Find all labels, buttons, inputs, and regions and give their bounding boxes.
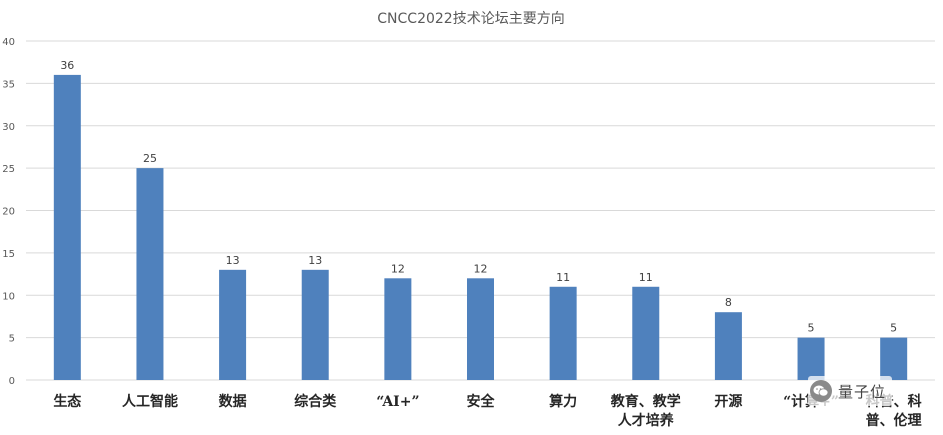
bar — [53, 74, 81, 381]
data-label: 12 — [474, 262, 488, 275]
bar — [219, 269, 247, 380]
watermark-text: 量子位 — [838, 382, 887, 401]
data-label: 13 — [226, 254, 240, 267]
bar — [467, 278, 494, 380]
data-label: 13 — [308, 254, 322, 267]
x-tick-label: “AI+” — [376, 394, 419, 410]
y-tick-label: 0 — [9, 376, 15, 387]
bar — [714, 312, 742, 380]
bar — [880, 337, 908, 380]
x-tick-label: 安全 — [467, 393, 496, 410]
y-tick-label: 30 — [2, 122, 15, 133]
data-label: 5 — [890, 322, 897, 335]
x-tick-label: 开源 — [714, 393, 742, 410]
y-axis-ticks: 0 5 10 15 20 25 30 35 40 — [2, 37, 15, 387]
data-label: 11 — [639, 271, 653, 284]
y-tick-label: 25 — [2, 164, 15, 175]
data-label: 11 — [556, 271, 570, 284]
gridlines — [26, 40, 935, 381]
bar — [384, 278, 412, 380]
x-tick-label: 教育、教学人才培养 — [611, 393, 681, 429]
y-tick-label: 15 — [2, 249, 15, 260]
bar — [136, 168, 164, 380]
data-label: 25 — [143, 152, 157, 165]
y-tick-label: 20 — [2, 207, 15, 218]
x-tick-label: 数据 — [219, 393, 247, 410]
x-axis-ticks: 生态人工智能数据综合类“AI+”安全算力教育、教学人才培养开源“计算+”科普、科… — [53, 393, 921, 429]
y-tick-label: 35 — [2, 79, 15, 90]
chart-title: CNCC2022技术论坛主要方向 — [377, 11, 564, 27]
x-tick-label: 生态 — [53, 393, 81, 410]
bar — [549, 286, 577, 380]
data-labels: 36 25 13 13 12 12 11 11 8 5 5 — [60, 59, 897, 335]
y-tick-label: 40 — [2, 37, 15, 48]
bar — [797, 337, 825, 380]
x-tick-label: 算力 — [549, 393, 577, 410]
y-tick-label: 10 — [2, 291, 15, 302]
y-tick-label: 5 — [9, 334, 15, 345]
x-tick-label: 综合类 — [294, 393, 337, 410]
data-label: 12 — [391, 262, 405, 275]
data-label: 5 — [808, 322, 815, 335]
bars — [53, 74, 908, 381]
bar — [632, 286, 660, 380]
wechat-icon — [810, 380, 832, 402]
data-label: 8 — [725, 296, 732, 309]
x-tick-label: 人工智能 — [122, 393, 178, 410]
bar — [301, 269, 329, 380]
data-label: 36 — [60, 59, 74, 72]
watermark: 量子位 — [808, 376, 893, 406]
